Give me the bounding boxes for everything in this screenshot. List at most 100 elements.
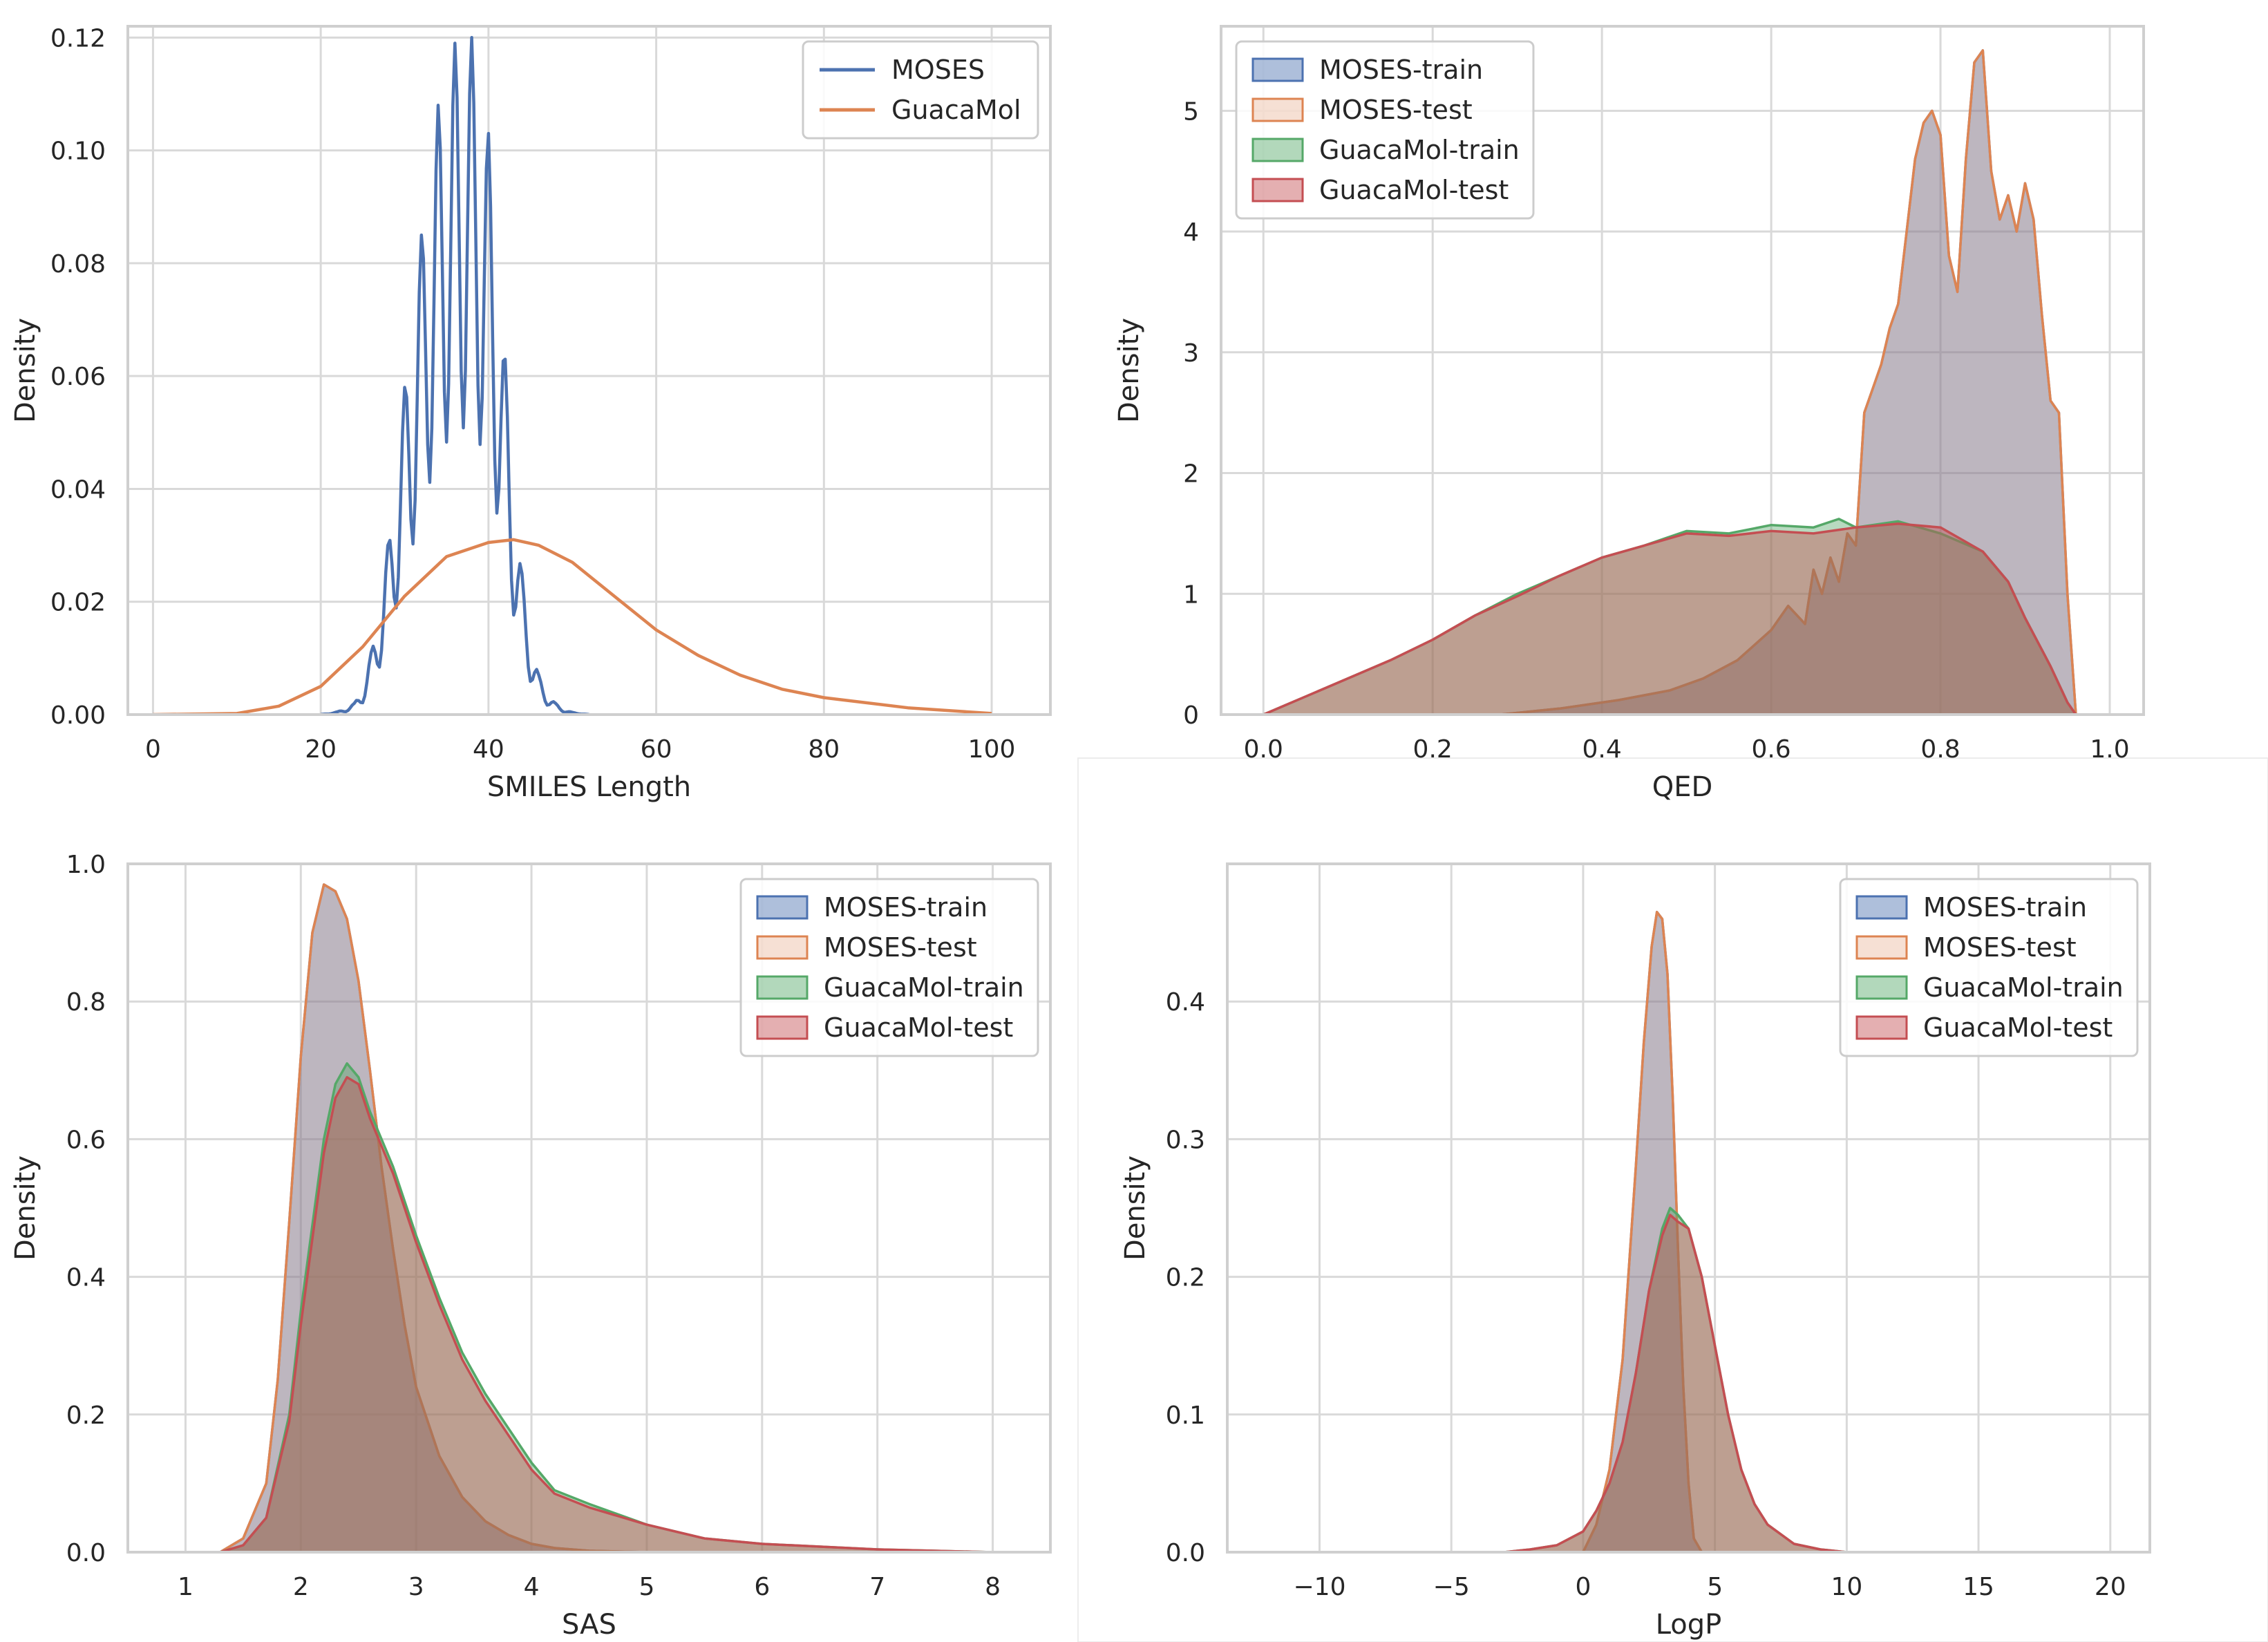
- series-area-MOSES-test: [1582, 912, 1702, 1552]
- plot-area: [128, 26, 1050, 715]
- series-line-MOSES: [320, 36, 589, 715]
- x-tick-label: 1: [178, 1573, 193, 1601]
- x-tick-label: 0: [1575, 1573, 1591, 1601]
- plot-frame: [1226, 862, 2151, 1554]
- y-tick-label: 0.08: [50, 250, 106, 279]
- y-axis-label: Density: [1119, 1155, 1151, 1261]
- series-area-GuacaMol-train: [1263, 518, 2076, 715]
- y-tick-label: 0.8: [66, 988, 106, 1017]
- plot-frame: [126, 862, 1052, 1554]
- x-tick-label: 5: [1707, 1573, 1723, 1601]
- panel-1: 0 20 40 60 80 100 0.00 0.02 0.04 0.06 0.08 0.10 0.12…: [10, 24, 1052, 803]
- legend-swatch: [1251, 138, 1304, 162]
- legend-label: GuacaMol: [891, 95, 1021, 125]
- legend-swatch: [756, 1015, 809, 1040]
- panel-4: −10 −5 0 5 10 15 20 0.0 0.1 0.2 0.3 0.4 LogP Density M…: [1119, 862, 2151, 1641]
- legend-label: GuacaMol-train: [1923, 972, 2124, 1003]
- series-area-GuacaMol-test: [1263, 523, 2076, 715]
- y-tick-label: 0.0: [1166, 1539, 1205, 1567]
- y-tick-label: 4: [1183, 218, 1199, 247]
- legend-label: MOSES: [891, 55, 985, 85]
- legend-label: MOSES-test: [824, 932, 977, 963]
- legend-swatch: [1251, 178, 1304, 202]
- y-tick-label: 0.0: [66, 1539, 106, 1567]
- y-tick-label: 1.0: [66, 851, 106, 879]
- x-tick-label: 0.0: [1244, 735, 1283, 764]
- x-tick-label: 40: [473, 735, 504, 764]
- y-tick-label: 1: [1183, 581, 1199, 609]
- x-tick-label: 6: [754, 1573, 770, 1601]
- y-tick-label: 0.4: [1166, 988, 1205, 1017]
- y-tick-label: 0.2: [1166, 1264, 1205, 1292]
- series-area-GuacaMol-test: [220, 1077, 993, 1552]
- series-area-MOSES-test: [1500, 50, 2076, 715]
- series-outline-GuacaMol-test: [1263, 522, 2077, 715]
- legend-label: GuacaMol-train: [1319, 135, 1520, 165]
- y-tick-label: 0.04: [50, 475, 106, 504]
- series-area-GuacaMol-test: [1504, 1215, 1847, 1552]
- series-outline-MOSES-test: [219, 883, 647, 1552]
- x-tick-label: 3: [408, 1573, 424, 1601]
- legend-box: [739, 878, 1039, 1057]
- legend-swatch: [1251, 97, 1304, 122]
- x-tick-label: 5: [639, 1573, 654, 1601]
- series-area-MOSES-train: [220, 884, 647, 1552]
- x-tick-label: −5: [1433, 1573, 1470, 1601]
- plot-frame: [126, 25, 1052, 716]
- x-tick-label: 1.0: [2090, 735, 2129, 764]
- x-axis-label: QED: [1652, 771, 1713, 803]
- legend-label: MOSES-train: [1319, 55, 1483, 85]
- x-tick-label: 100: [968, 735, 1016, 764]
- y-axis-label: Density: [10, 318, 41, 423]
- series-layer: [1504, 910, 1847, 1552]
- series-area-GuacaMol-train: [1504, 1208, 1847, 1552]
- legend-swatch: [1251, 57, 1304, 82]
- series-outline-MOSES-test: [1582, 910, 1703, 1552]
- x-tick-label: 20: [305, 735, 337, 764]
- x-tick-label: 8: [985, 1573, 1001, 1601]
- legend-label: GuacaMol-test: [1319, 175, 1509, 205]
- legend: MOSES-train MOSES-test GuacaMol-train Guaca…: [1839, 878, 2139, 1057]
- legend-label: GuacaMol-test: [824, 1012, 1013, 1043]
- series-area-GuacaMol-train: [220, 1063, 993, 1552]
- legend-label: MOSES-test: [1319, 95, 1473, 125]
- panel-2: 0.0 0.2 0.4 0.6 0.8 1.0 0 1 2 3 4 5 QED Density MOSES-…: [1113, 25, 2145, 803]
- x-tick-label: 0.4: [1582, 735, 1622, 764]
- legend-swatch: [756, 895, 809, 920]
- x-tick-label: 0: [145, 735, 161, 764]
- panel-3: 1 2 3 4 5 6 7 8 0.0 0.2 0.4 0.6 0.8 1.0 SAS Density MOSE…: [10, 851, 1052, 1641]
- legend: MOSES-train MOSES-test GuacaMol-train Guaca…: [739, 878, 1039, 1057]
- series-outline-GuacaMol-test: [1504, 1214, 1847, 1552]
- legend-swatch: [1855, 895, 1908, 920]
- legend-swatch: [756, 975, 809, 1000]
- y-tick-label: 0.10: [50, 138, 106, 166]
- y-axis-label: Density: [1113, 318, 1145, 423]
- x-tick-label: 10: [1831, 1573, 1862, 1601]
- y-tick-label: 0.6: [66, 1126, 106, 1154]
- legend: MOSES GuacaMol: [802, 40, 1039, 140]
- legend-label: GuacaMol-test: [1923, 1012, 2113, 1043]
- y-tick-label: 0.00: [50, 701, 106, 730]
- x-tick-label: 0.8: [1920, 735, 1960, 764]
- legend-label: MOSES-train: [1923, 892, 2087, 923]
- legend-box: [1839, 878, 2139, 1057]
- legend-swatch: [1855, 935, 1908, 960]
- y-tick-label: 5: [1183, 97, 1199, 126]
- y-tick-label: 3: [1183, 339, 1199, 368]
- series-line-GuacaMol: [153, 538, 992, 715]
- y-tick-label: 0.1: [1166, 1402, 1205, 1430]
- y-tick-label: 2: [1183, 460, 1199, 489]
- legend-label: GuacaMol-train: [824, 972, 1024, 1003]
- x-tick-label: 0.2: [1413, 735, 1453, 764]
- x-axis-label: LogP: [1656, 1609, 1722, 1641]
- y-tick-label: 0.12: [50, 24, 106, 53]
- legend-box: [1235, 40, 1535, 220]
- plot-frame: [1220, 25, 2145, 716]
- x-tick-label: 4: [524, 1573, 540, 1601]
- legend-label: MOSES-test: [1923, 932, 2077, 963]
- x-tick-label: 15: [1963, 1573, 1994, 1601]
- x-axis-label: SAS: [562, 1609, 616, 1641]
- legend-label: MOSES-train: [824, 892, 987, 923]
- series-layer: [219, 883, 993, 1552]
